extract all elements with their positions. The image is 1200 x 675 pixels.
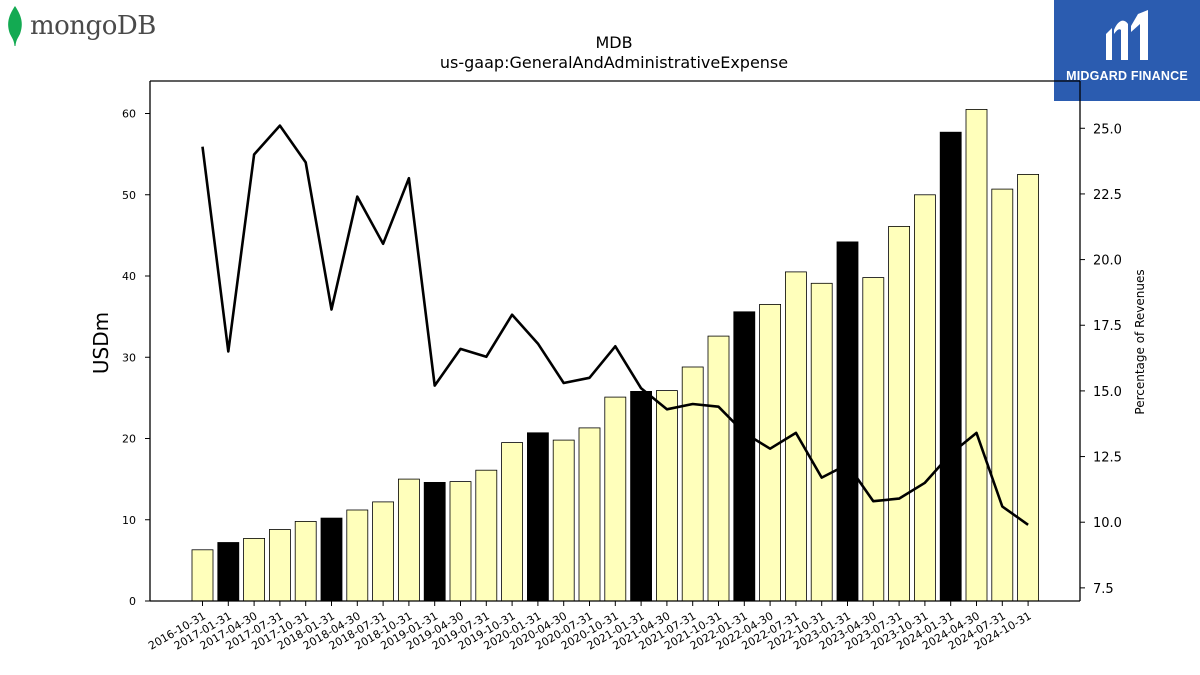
y2-tick-label: 7.5 [1093, 582, 1114, 597]
y-tick-label: 10 [122, 514, 136, 527]
bar [449, 481, 472, 602]
y2-tick-label: 15.0 [1093, 385, 1122, 400]
midgard-finance-text: MIDGARD FINANCE [1066, 69, 1188, 83]
bar [759, 303, 781, 602]
bar [914, 194, 936, 602]
bar [423, 481, 446, 602]
percentage-line [201, 124, 1029, 526]
bar [888, 225, 910, 602]
y-tick-label: 20 [122, 433, 136, 446]
y2-tick-label: 10.0 [1093, 516, 1122, 531]
y-tick-label: 30 [122, 351, 136, 364]
bar [862, 277, 885, 602]
y-tick-label: 40 [122, 270, 136, 283]
bar [733, 311, 756, 602]
bar [604, 396, 627, 602]
midgard-mark-icon [1106, 10, 1148, 60]
bar [268, 529, 291, 602]
bar [475, 469, 498, 602]
y2-tick-label: 25.0 [1093, 122, 1122, 137]
bar [681, 366, 704, 602]
mongodb-logo: mongoDB [6, 6, 156, 46]
bar [372, 501, 395, 602]
y-tick-label: 60 [122, 108, 136, 121]
y-tick-label: 50 [122, 189, 136, 202]
bar [991, 188, 1014, 602]
chart-title: MDB [595, 33, 633, 52]
bar [294, 521, 317, 602]
bar [836, 241, 859, 602]
bar [656, 390, 678, 602]
y2-tick-label: 22.5 [1093, 188, 1122, 203]
y2-tick-label: 12.5 [1093, 451, 1122, 466]
bar [707, 335, 730, 602]
midgard-finance-logo: MIDGARD FINANCE [1054, 0, 1200, 101]
y2-tick-label: 17.5 [1093, 319, 1122, 334]
bar [578, 427, 601, 602]
y2-tick-label: 20.0 [1093, 254, 1122, 269]
bar [346, 509, 369, 602]
bar [397, 478, 420, 602]
bar [552, 439, 575, 602]
bar [939, 131, 962, 602]
y-tick-label: 0 [129, 595, 136, 608]
bar [810, 282, 833, 602]
bar [191, 549, 214, 602]
bar [1017, 173, 1039, 602]
bar [501, 442, 524, 602]
leaf-icon [8, 6, 22, 46]
bar [965, 109, 988, 602]
mongodb-wordmark: mongoDB [30, 11, 156, 41]
y2-axis-label: Percentage of Revenues [1133, 269, 1147, 414]
bar [243, 538, 266, 602]
bar [527, 432, 549, 602]
bar [630, 390, 652, 602]
chart-subtitle: us-gaap:GeneralAndAdministrativeExpense [439, 53, 789, 72]
bar [217, 542, 240, 602]
bar [320, 517, 343, 602]
y-axis-label: USDm [89, 312, 113, 374]
